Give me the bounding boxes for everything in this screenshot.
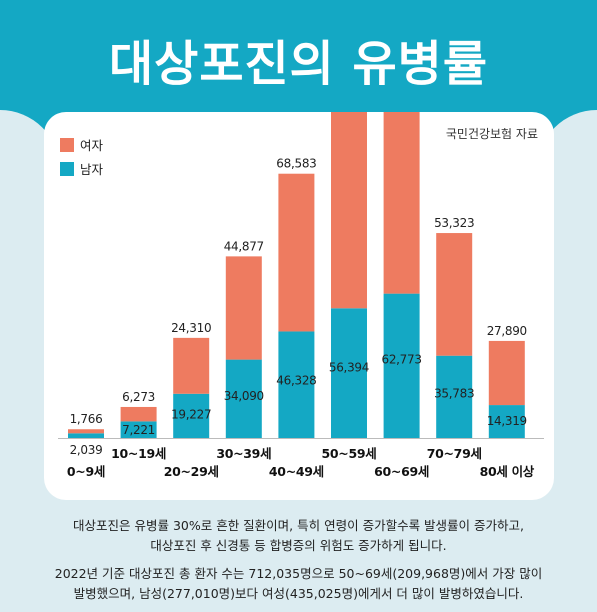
data-label-female-0: 1,766 [70,412,103,426]
data-label-female-8: 27,890 [487,324,527,338]
category-label-3: 30~39세 [216,446,271,461]
category-label-6: 60~69세 [374,464,429,479]
legend-label-female: 여자 [80,138,104,153]
data-label-male-3: 34,090 [224,389,264,403]
chart-source-label: 국민건강보험 자료 [446,127,538,141]
category-label-1: 10~19세 [111,446,166,461]
category-label-4: 40~49세 [269,464,324,479]
legend-swatch-male [60,162,74,176]
data-label-male-8: 14,319 [487,414,527,428]
data-label-female-2: 24,310 [171,321,211,335]
bar-female-8 [488,340,525,406]
bar-female-3 [225,256,262,360]
page-title: 대상포진의 유병률 [109,36,488,92]
category-label-8: 80세 이상 [480,464,535,479]
category-label-7: 70~79세 [427,446,482,461]
data-label-male-0: 2,039 [70,443,103,457]
bar-female-1 [120,406,157,422]
bar-male-1 [120,421,157,438]
data-label-male-5: 56,394 [329,361,369,375]
caption-1-line-1: 대상포진은 유병률 30%로 흔한 질환이며, 특히 연령이 증가할수록 발생률… [73,518,524,533]
bar-female-0 [68,429,104,434]
caption-paragraph-2: 2022년 기준 대상포진 총 환자 수는 712,035명으로 50~69세(… [0,564,597,604]
data-label-male-7: 35,783 [434,387,474,401]
bar-female-6 [383,112,420,294]
bar-male-5 [331,308,367,438]
caption-paragraph-1: 대상포진은 유병률 30%로 흔한 질환이며, 특히 연령이 증가할수록 발생률… [0,516,597,556]
caption-1-line-2: 대상포진 후 신경통 등 합병증의 위험도 증가하게 됩니다. [150,538,447,553]
bar-male-0 [68,433,104,438]
bar-male-3 [225,359,262,438]
data-label-female-3: 44,877 [224,239,264,253]
data-label-female-1: 6,273 [122,390,155,404]
bar-female-7 [436,233,473,356]
data-label-female-7: 53,323 [434,216,474,230]
bar-male-7 [436,355,473,438]
bar-female-2 [173,337,210,394]
bar-female-4 [278,173,315,332]
data-label-female-4: 68,583 [276,157,316,171]
category-label-2: 20~29세 [164,464,219,479]
caption-2-line-2: 발병했으며, 남성(277,010명)보다 여성(435,025명)에게서 더 … [73,586,524,601]
data-label-male-1: 7,221 [122,423,155,437]
data-label-male-4: 46,328 [276,373,316,387]
bar-male-2 [173,393,210,438]
bar-male-4 [278,331,315,438]
bar-male-6 [383,293,420,438]
category-label-0: 0~9세 [67,464,105,479]
legend-swatch-female [60,138,74,152]
data-label-male-2: 19,227 [171,408,211,422]
category-label-5: 50~59세 [322,446,377,461]
data-label-male-6: 62,773 [381,353,421,367]
bar-female-5 [331,112,367,309]
caption-2-line-1: 2022년 기준 대상포진 총 환자 수는 712,035명으로 50~69세(… [54,566,543,581]
legend-label-male: 남자 [80,162,104,177]
bar-male-8 [488,405,525,438]
